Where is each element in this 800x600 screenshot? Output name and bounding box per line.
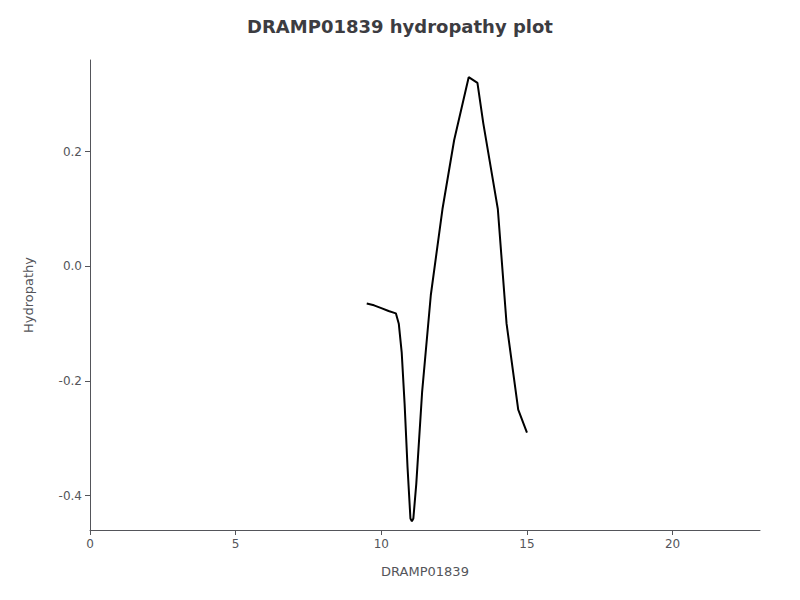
svg-text:5: 5 (232, 537, 240, 551)
svg-text:0.2: 0.2 (63, 145, 82, 159)
svg-text:20: 20 (665, 537, 680, 551)
svg-text:-0.2: -0.2 (59, 374, 82, 388)
svg-text:DRAMP01839: DRAMP01839 (381, 564, 469, 579)
svg-text:0.0: 0.0 (63, 259, 82, 273)
svg-text:DRAMP01839 hydropathy plot: DRAMP01839 hydropathy plot (247, 16, 553, 37)
svg-text:Hydropathy: Hydropathy (21, 257, 36, 333)
svg-text:10: 10 (374, 537, 389, 551)
svg-text:-0.4: -0.4 (59, 489, 82, 503)
svg-text:0: 0 (86, 537, 94, 551)
svg-text:15: 15 (519, 537, 534, 551)
